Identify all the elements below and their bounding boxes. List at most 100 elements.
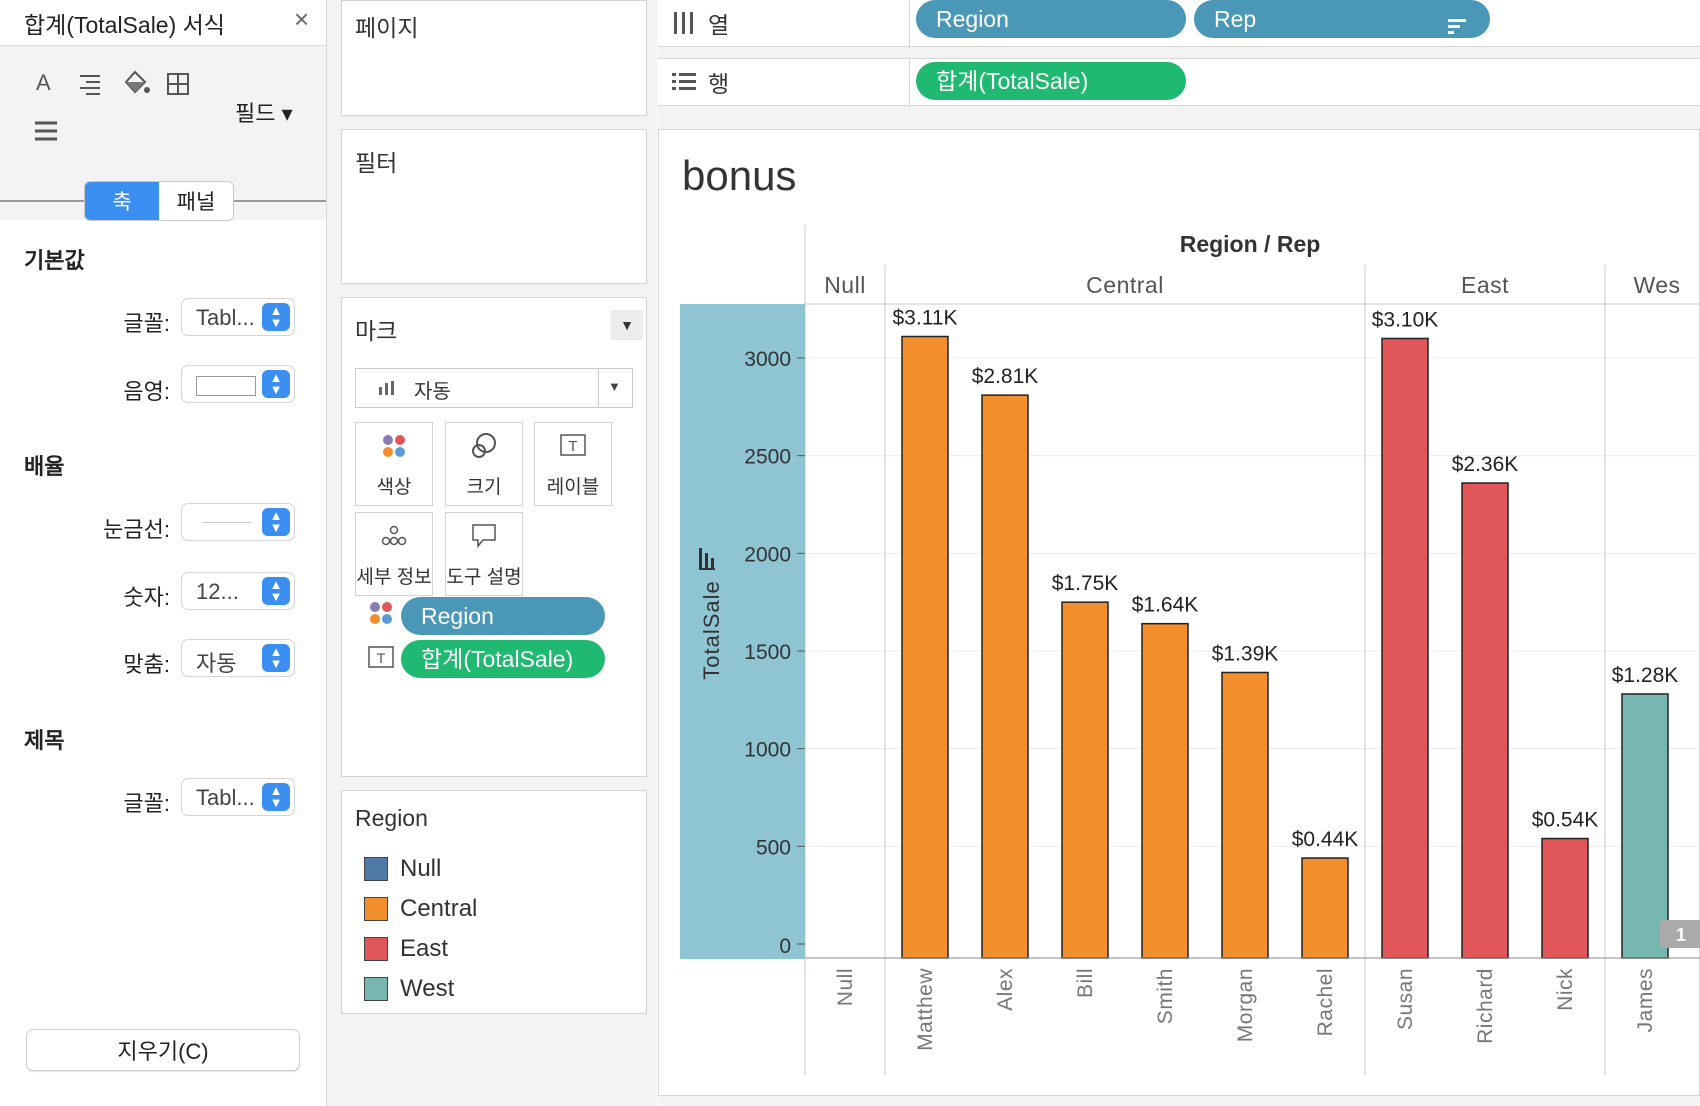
title-font-select[interactable]: Tabl... ▲ ▼ [181,778,295,816]
color-button-label: 색상 [376,477,412,498]
number-select[interactable]: 12... ▲ ▼ [181,572,295,610]
close-icon[interactable]: × [294,4,310,34]
detail-icon [356,521,432,558]
totalsale-pill[interactable]: 합계(TotalSale) [401,640,605,678]
page-badge-bg [1660,920,1700,948]
stepper-icon: ▲ ▼ [262,644,290,672]
marks-menu-chevron-down-icon[interactable]: ▼ [611,310,643,340]
line-sample [202,522,252,523]
y-axis-label: TotalSale [699,580,724,680]
section-default: 기본값 [24,248,85,273]
bar[interactable] [1141,622,1189,959]
shading-select[interactable]: ▲ ▼ [181,365,295,403]
columns-icon [672,10,694,39]
y-tick-label: 1000 [744,739,791,762]
bar-label: $0.44K [1292,828,1359,851]
bar[interactable] [1621,693,1669,959]
columns-shelf[interactable]: 열 Region Rep [658,0,1700,48]
legend-item-east[interactable]: East [364,935,448,963]
bar-label: $1.39K [1212,642,1279,665]
rep-label: Rachel [1314,968,1337,1036]
bar-label: $2.81K [972,365,1039,388]
alignment-icon[interactable] [78,72,104,101]
font-select[interactable]: Tabl... ▲ ▼ [181,298,295,336]
tab-panel[interactable]: 패널 [176,191,216,214]
align-select[interactable]: 자동 ▲ ▼ [181,639,295,677]
rep-label: Matthew [914,968,937,1051]
legend-label: West [400,975,455,1002]
y-tick-label: 500 [756,836,791,859]
rep-label: Smith [1154,968,1177,1024]
sort-icon [1448,10,1468,48]
mark-type-select[interactable]: 자동 ▼ [355,368,633,408]
chevron-down-icon: ▼ [608,379,621,394]
columns-pill-rep[interactable]: Rep [1194,0,1490,38]
bar[interactable] [1381,337,1429,959]
tooltip-button-label: 도구 설명 [446,567,522,588]
lines-icon[interactable] [34,120,58,147]
number-label: 숫자: [123,585,170,610]
size-button[interactable]: 크기 [445,422,523,506]
legend-item-west[interactable]: West [364,975,454,1003]
rows-icon [672,71,696,96]
bar[interactable] [1221,671,1269,959]
bar-label: $3.11K [893,307,958,330]
columns-pill-region[interactable]: Region [916,0,1186,38]
tickmarks-select[interactable]: ▲ ▼ [181,503,295,541]
y-axis-label-group [699,548,715,570]
rep-label: Morgan [1234,968,1257,1042]
shading-icon[interactable] [120,68,150,101]
borders-icon[interactable] [166,72,190,101]
detail-button-label: 세부 정보 [356,567,432,588]
svg-text:T: T [568,438,577,455]
legend-item-central[interactable]: Central [364,895,477,923]
size-icon [446,431,522,468]
rep-label: Alex [994,968,1017,1011]
tab-axis[interactable]: 축 [85,182,159,220]
rows-pill-totalsale[interactable]: 합계(TotalSale) [916,62,1186,100]
bar[interactable] [1541,837,1589,959]
section-title: 제목 [24,728,65,753]
divider [598,369,599,407]
label-button[interactable]: T 레이블 [534,422,612,506]
size-button-label: 크기 [466,477,502,498]
rows-shelf-label: 행 [708,71,730,97]
stepper-icon: ▲ ▼ [262,303,290,331]
shading-swatch [196,376,256,396]
legend-title: Region [355,805,428,831]
bar[interactable] [981,394,1029,959]
rep-label: Nick [1554,968,1577,1011]
bar[interactable] [1061,601,1109,959]
bar-label: $1.28K [1612,664,1679,687]
region-header: Central [1086,272,1164,298]
bar-chart-icon [699,548,715,570]
bar[interactable] [1461,482,1509,959]
bar[interactable] [1301,857,1349,959]
font-icon[interactable]: A [36,70,51,95]
pages-card[interactable]: 페이지 [341,0,647,116]
rep-label: Bill [1074,968,1097,998]
filters-card-title: 필터 [355,150,398,176]
mark-type-value: 자동 [414,381,451,403]
bar-label: $3.10K [1372,308,1439,331]
legend-label: East [400,935,449,962]
detail-button[interactable]: 세부 정보 [355,512,433,596]
bar[interactable] [901,335,949,959]
tooltip-button[interactable]: 도구 설명 [445,512,523,596]
filters-card[interactable]: 필터 [341,129,647,284]
rep-labels: Null Matthew Alex Bill Smith Morgan Rachel Susa… [834,968,1657,1051]
color-button[interactable]: 색상 [355,422,433,506]
rows-shelf[interactable]: 행 합계(TotalSale) [658,58,1700,107]
bar-label: $0.54K [1532,809,1599,832]
region-pill[interactable]: Region [401,597,605,635]
label-icon: T [535,431,611,468]
y-axis-background[interactable] [680,304,805,959]
clear-button[interactable]: 지우기(C) [26,1029,300,1071]
svg-text:T: T [377,650,386,666]
number-select-value: 12... [196,579,239,604]
legend-swatch [364,857,388,881]
legend-item-null[interactable]: Null [364,855,441,883]
field-dropdown[interactable]: 필드 ▾ [235,101,293,126]
y-tick-label: 0 [779,935,791,958]
align-select-value: 자동 [196,651,237,676]
